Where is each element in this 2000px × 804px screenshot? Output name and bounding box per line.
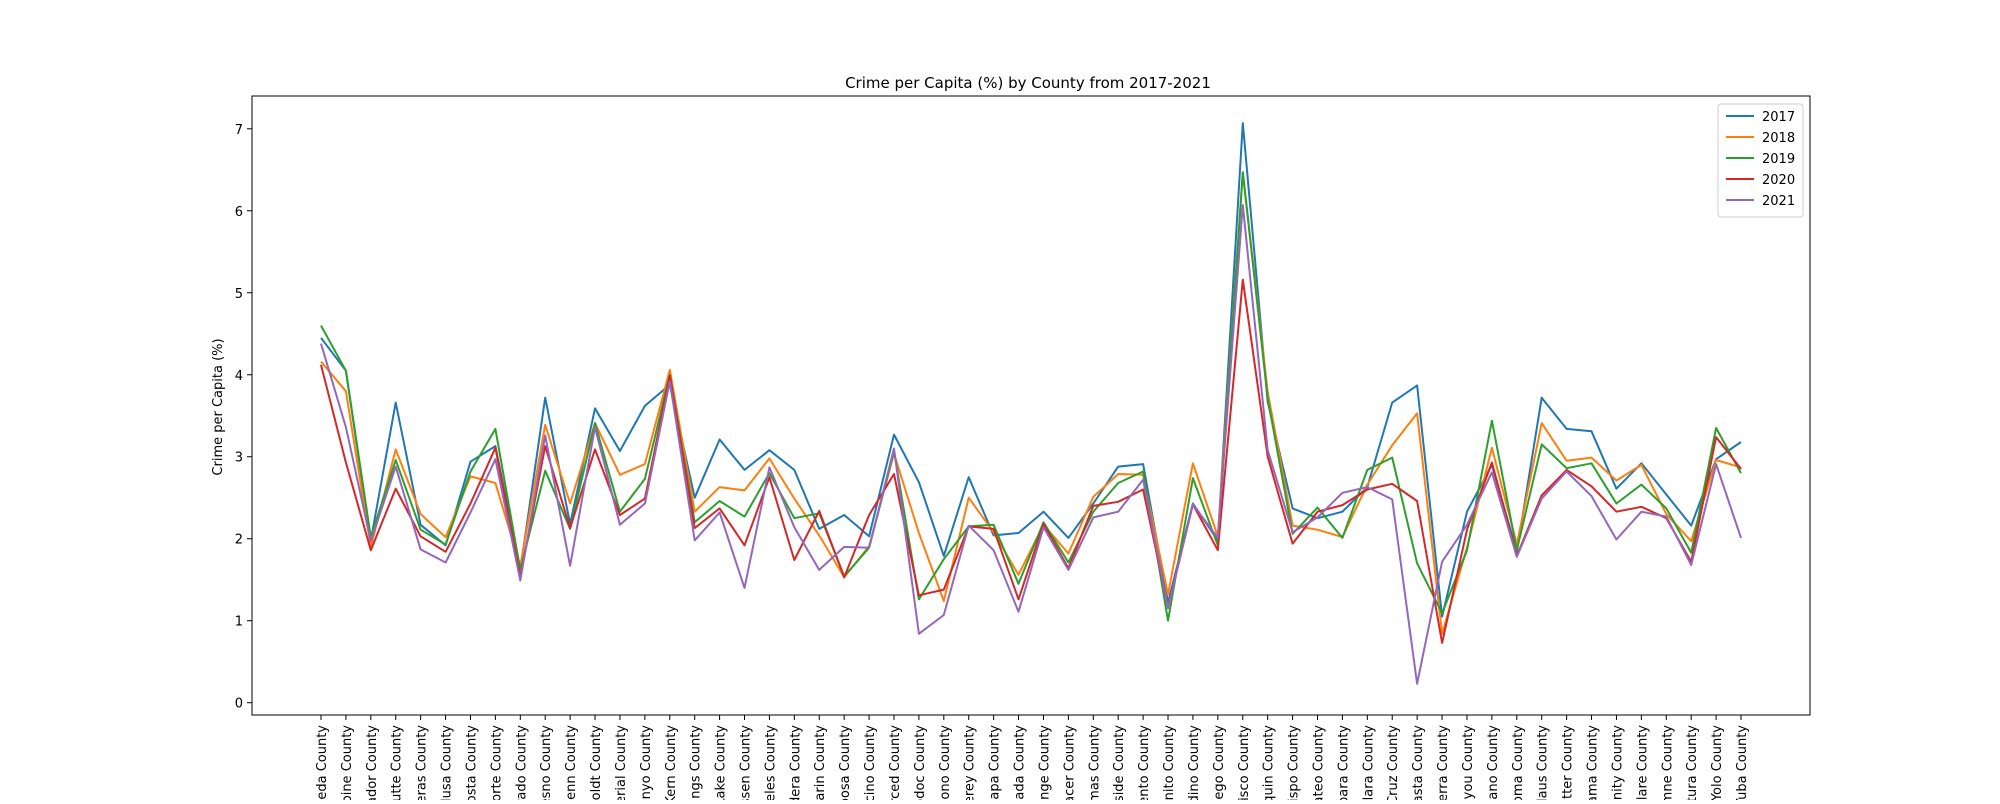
x-tick-label: iposa County	[838, 725, 853, 800]
x-tick-label: Yolo County	[1710, 725, 1725, 800]
legend-label: 2017	[1762, 110, 1795, 125]
x-tick-label: olano County	[1486, 725, 1501, 800]
x-tick-label: ntura County	[1685, 725, 1700, 800]
x-tick-label: Norte County	[489, 725, 504, 800]
x-tick-label: Barbara County	[1336, 725, 1351, 800]
x-tick-label: ncisco County	[1237, 725, 1252, 800]
legend-box	[1717, 103, 1804, 218]
series-line-2018	[320, 171, 1742, 635]
x-tick-label: evada County	[1013, 725, 1028, 800]
series-line-2020	[320, 278, 1742, 644]
x-tick-label: Modoc County	[913, 725, 928, 800]
x-tick-label: Butte County	[390, 725, 405, 800]
x-tick-label: Benito County	[1162, 725, 1177, 800]
x-tick-label: Sutter County	[1561, 725, 1576, 800]
x-tick-label: Shasta County	[1411, 725, 1426, 800]
x-tick-label: ehama County	[1586, 725, 1601, 800]
series-line-2017	[320, 122, 1742, 618]
x-tick-label: Inyo County	[639, 725, 654, 800]
x-tick-label: ameda County	[315, 725, 330, 800]
x-tick-label: oaquin County	[1262, 725, 1277, 800]
legend-label: 2019	[1762, 152, 1795, 167]
axes-layer: 0 1 2 3 4 5 6 7 ameda County lpine County mador Co…	[235, 95, 1811, 800]
x-tick-label: terey County	[963, 725, 978, 800]
x-tick-label: Colusa County	[440, 725, 455, 800]
x-tick-label: Tulare County	[1635, 725, 1650, 800]
x-tick-label: assen County	[739, 725, 754, 800]
x-tick-label: lpine County	[340, 725, 355, 800]
chart-title: Crime per Capita (%) by County from 2017…	[845, 74, 1211, 92]
series-line-2019	[320, 171, 1742, 622]
x-tick-label: iskiyou County	[1461, 725, 1476, 800]
x-tick-label: Glenn County	[564, 725, 579, 800]
x-tick-label: Costa County	[465, 725, 480, 800]
x-tick-label: olumne County	[1660, 725, 1675, 800]
y-tick-label: 4	[235, 369, 243, 384]
x-tick-label: Yuba County	[1735, 725, 1750, 800]
x-tick-label: Kings County	[689, 725, 704, 800]
series-layer	[320, 122, 1742, 685]
x-tick-label: Placer County	[1062, 725, 1077, 800]
x-tick-label: rdino County	[1187, 725, 1202, 800]
x-tick-label: Sierra County	[1436, 725, 1451, 800]
x-tick-label: rside County	[1112, 725, 1127, 800]
series-line-2021	[320, 204, 1742, 685]
y-tick-label: 2	[235, 533, 243, 548]
x-tick-label: islaus County	[1536, 725, 1551, 800]
x-tick-label: Diego County	[1212, 725, 1227, 800]
x-tick-label: Mono County	[938, 725, 953, 800]
x-tick-label: umas County	[1087, 725, 1102, 800]
x-tick-label: Obispo County	[1287, 725, 1302, 800]
x-tick-label: veras County	[415, 725, 430, 800]
x-tick-label: Marin County	[813, 725, 828, 800]
plot-frame	[251, 95, 1811, 716]
y-tick-label: 3	[235, 451, 243, 466]
x-tick-label: Kern County	[664, 725, 679, 800]
x-tick-label: Mateo County	[1312, 725, 1327, 800]
x-tick-label: noma County	[1511, 725, 1526, 800]
y-tick-label: 1	[235, 615, 243, 630]
y-tick-label: 7	[235, 123, 243, 138]
x-tick-label: umboldt County	[589, 725, 604, 800]
x-tick-label: a Cruz County	[1386, 725, 1401, 800]
y-tick-label: 0	[235, 697, 243, 712]
x-tick-label: ocino County	[863, 725, 878, 800]
legend: 2017 2018 2019 2020 2021	[1717, 103, 1804, 218]
x-tick-label: mador County	[365, 725, 380, 800]
x-tick-label: Merced County	[888, 725, 903, 800]
legend-label: 2020	[1762, 173, 1795, 188]
x-tick-label: Napa County	[988, 725, 1003, 800]
x-tick-label: Fresno County	[539, 725, 554, 800]
x-tick-label: ngeles County	[763, 725, 778, 800]
y-tick-label: 5	[235, 287, 243, 302]
x-tick-label: orado County	[514, 725, 529, 800]
legend-label: 2021	[1762, 194, 1795, 209]
y-axis-label: Crime per Capita (%)	[211, 338, 226, 475]
legend-label: 2018	[1762, 131, 1795, 146]
x-tick-label: perial County	[614, 725, 629, 800]
x-tick-label: Clara County	[1361, 725, 1376, 800]
x-tick-label: ange County	[1038, 725, 1053, 800]
y-tick-label: 6	[235, 205, 243, 220]
x-tick-label: rinity County	[1610, 725, 1625, 800]
x-tick-label: adera County	[788, 725, 803, 800]
x-tick-label: mento County	[1137, 725, 1152, 800]
x-tick-label: Lake County	[714, 725, 729, 800]
